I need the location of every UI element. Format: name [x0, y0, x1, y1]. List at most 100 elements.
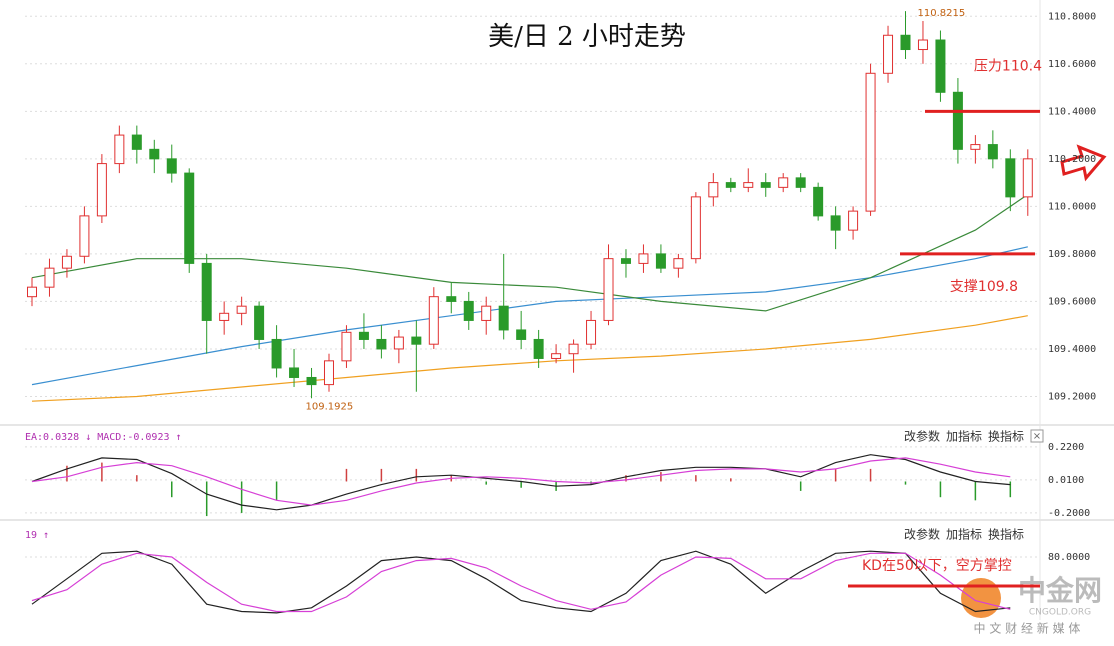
- candle-body: [96, 163, 107, 217]
- logo: [961, 578, 1001, 618]
- candle-body: [708, 182, 719, 198]
- candle-body: [568, 343, 579, 355]
- line: [31, 246, 1028, 386]
- y-tick-label: 109.6000: [1048, 296, 1096, 307]
- candle-body: [603, 258, 614, 321]
- candle-body: [935, 39, 946, 93]
- candle-body: [533, 338, 544, 359]
- watermark-slogan: 中 文 财 经 新 媒 体: [974, 621, 1081, 636]
- candle-body: [952, 91, 963, 150]
- candle-body: [323, 360, 334, 386]
- candle-body: [428, 296, 439, 345]
- candle-body: [900, 34, 911, 51]
- high-label: 110.8215: [918, 8, 966, 19]
- y-tick-label: 80.0000: [1048, 552, 1090, 563]
- candle-body: [446, 296, 457, 302]
- candle-body: [358, 331, 369, 340]
- candle-body: [673, 258, 684, 269]
- line: [31, 552, 1011, 613]
- candle-body: [271, 338, 282, 369]
- candle-body: [376, 338, 387, 350]
- watermark-name: 中金网: [1018, 574, 1102, 607]
- candle-body: [498, 305, 509, 331]
- candle-body: [393, 336, 404, 350]
- candle-body: [27, 286, 37, 298]
- candle-body: [865, 72, 876, 212]
- candle-body: [61, 255, 72, 269]
- candle-body: [481, 305, 492, 321]
- arrow-icon: [1060, 144, 1107, 182]
- candle-body: [743, 182, 754, 188]
- y-tick-label: 110.8000: [1048, 11, 1096, 22]
- candle-body: [289, 367, 300, 378]
- candle-body: [166, 158, 177, 174]
- level-label: 压力110.4: [974, 58, 1042, 74]
- y-tick-label: 110.4000: [1048, 106, 1096, 117]
- candle-body: [778, 177, 789, 188]
- y-tick-label: 110.6000: [1048, 59, 1096, 70]
- candle-body: [149, 148, 160, 160]
- candle-body: [341, 331, 352, 362]
- candle-body: [813, 186, 824, 217]
- menu-button[interactable]: 换指标: [988, 429, 1024, 444]
- candle-body: [219, 312, 230, 321]
- y-tick-label: 0.2200: [1048, 442, 1084, 453]
- menu-button[interactable]: 改参数: [904, 527, 940, 542]
- line: [31, 315, 1028, 402]
- line: [31, 194, 1029, 312]
- candle-body: [620, 258, 631, 264]
- close-icon[interactable]: ×: [1033, 431, 1041, 442]
- candle-body: [883, 34, 894, 74]
- candle-body: [760, 182, 771, 188]
- low-label: 109.1925: [306, 401, 354, 412]
- close-button[interactable]: [1030, 429, 1044, 443]
- candle-body: [1005, 158, 1016, 198]
- candle-body: [516, 329, 527, 340]
- candle-body: [306, 376, 317, 386]
- candle-body: [44, 267, 55, 288]
- line: [31, 457, 1011, 506]
- y-tick-label: 109.8000: [1048, 249, 1096, 260]
- candle-body: [655, 253, 666, 269]
- candle-body: [795, 177, 806, 188]
- y-tick-label: 109.4000: [1048, 344, 1096, 355]
- indicator-header: 19 ↑: [25, 530, 49, 541]
- candle-body: [551, 353, 562, 359]
- y-tick-label: 0.0100: [1048, 475, 1084, 486]
- indicator-header: EA:0.0328 ↓ MACD:-0.0923 ↑: [25, 432, 182, 443]
- y-tick-label: 109.2000: [1048, 391, 1096, 402]
- line: [31, 454, 1011, 511]
- line: [31, 550, 1011, 614]
- candle-body: [254, 305, 265, 340]
- menu-button[interactable]: 加指标: [946, 527, 982, 542]
- candle-body: [184, 172, 195, 264]
- menu-button[interactable]: 改参数: [904, 429, 940, 444]
- candle-body: [411, 336, 422, 345]
- menu-button[interactable]: 加指标: [946, 429, 982, 444]
- candle-body: [236, 305, 247, 314]
- candle-body: [201, 262, 212, 321]
- candle-body: [79, 215, 90, 257]
- candle-body: [917, 39, 928, 51]
- menu-button[interactable]: 换指标: [988, 527, 1024, 542]
- candle-body: [725, 182, 736, 188]
- candle-body: [638, 253, 649, 264]
- level-label: 支撑109.8: [950, 279, 1018, 295]
- watermark-domain: CNGOLD.ORG: [1029, 608, 1091, 618]
- candle-body: [690, 196, 701, 260]
- y-tick-label: 110.2000: [1048, 154, 1096, 165]
- candle-body: [987, 144, 998, 160]
- candle-body: [131, 134, 142, 150]
- y-tick-label: -0.2000: [1048, 508, 1090, 519]
- candle-body: [463, 300, 474, 321]
- y-tick-label: 110.0000: [1048, 201, 1096, 212]
- candle-body: [114, 134, 125, 165]
- chart-title: 美/日 2 小时走势: [488, 22, 686, 52]
- candle-body: [970, 144, 981, 150]
- candle-body: [848, 210, 859, 231]
- candle-body: [830, 215, 841, 231]
- candle-body: [1022, 158, 1033, 198]
- candle-body: [586, 319, 597, 345]
- kd-note: KD在50以下，空方掌控: [862, 558, 1012, 574]
